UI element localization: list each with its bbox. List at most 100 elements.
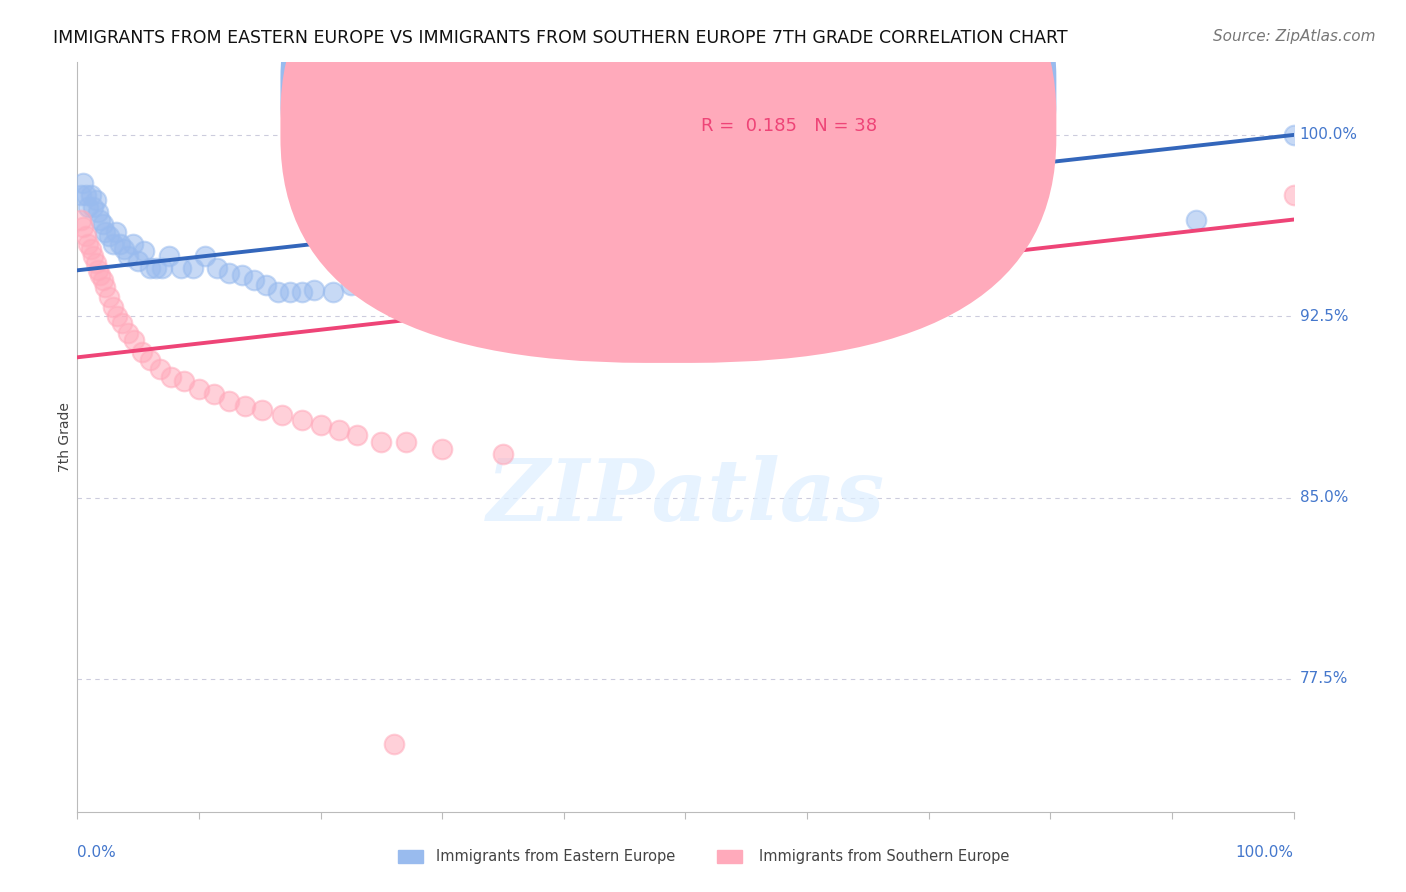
Point (112, 242, 135, 256)
Text: 100.0%: 100.0% (1236, 846, 1294, 861)
Point (233, 399, 256, 413)
Point (346, 427, 368, 442)
Point (70, 188, 93, 202)
Point (87, 263, 110, 277)
Point (97, 229, 120, 244)
Point (75, 229, 97, 244)
Text: 77.5%: 77.5% (1299, 672, 1348, 686)
Point (111, 317, 134, 331)
Point (77, 236, 100, 251)
Point (97, 290, 120, 304)
Point (75, 188, 97, 202)
Point (1185, 212, 1208, 227)
Point (918, 236, 941, 251)
Point (84, 256, 107, 270)
Point (370, 434, 392, 449)
Y-axis label: 7th Grade: 7th Grade (58, 402, 72, 472)
Point (576, 259, 599, 273)
Point (72, 176, 94, 190)
Point (89, 268, 111, 282)
Point (124, 334, 146, 348)
Point (529, 263, 551, 277)
Point (82, 201, 104, 215)
Text: 0.0%: 0.0% (77, 846, 117, 861)
FancyBboxPatch shape (280, 0, 1056, 363)
Point (127, 253, 149, 268)
Point (1282, 128, 1305, 142)
Point (377, 277, 399, 292)
Point (108, 236, 131, 251)
Point (70, 212, 93, 227)
Point (304, 283, 326, 297)
Point (188, 382, 211, 396)
Point (139, 352, 162, 367)
Point (250, 403, 273, 417)
Point (242, 273, 264, 287)
Point (173, 375, 195, 389)
Point (309, 417, 332, 432)
Point (107, 310, 129, 324)
Point (218, 393, 240, 408)
Point (430, 442, 453, 457)
Point (91, 273, 114, 287)
Point (278, 285, 301, 299)
Point (194, 249, 217, 263)
Text: Immigrants from Eastern Europe: Immigrants from Eastern Europe (436, 849, 675, 863)
Point (553, 263, 575, 277)
Text: Immigrants from Southern Europe: Immigrants from Southern Europe (759, 849, 1010, 863)
Point (231, 268, 253, 282)
Point (503, 268, 526, 282)
Point (479, 268, 502, 282)
Point (735, 253, 758, 268)
Point (340, 277, 363, 292)
Text: R =  0.185   N = 38: R = 0.185 N = 38 (702, 117, 877, 135)
Point (267, 285, 290, 299)
Point (77, 201, 100, 215)
Point (80, 242, 103, 256)
FancyBboxPatch shape (619, 59, 941, 160)
Point (675, 253, 697, 268)
Point (101, 236, 124, 251)
Point (328, 423, 350, 437)
Point (291, 285, 314, 299)
Text: Source: ZipAtlas.com: Source: ZipAtlas.com (1212, 29, 1375, 44)
Point (91, 218, 114, 232)
Point (322, 285, 344, 299)
Point (131, 345, 153, 359)
Point (382, 737, 405, 751)
Point (87, 205, 110, 219)
Point (117, 249, 139, 263)
Text: ZIPatlas: ZIPatlas (486, 455, 884, 539)
Point (145, 260, 167, 275)
Point (856, 244, 879, 258)
Point (157, 249, 180, 263)
Point (134, 244, 156, 258)
Point (401, 277, 423, 292)
Point (94, 225, 117, 239)
Point (270, 409, 292, 423)
Point (456, 273, 478, 287)
Text: 85.0%: 85.0% (1299, 490, 1348, 505)
Point (84, 193, 107, 207)
Point (359, 277, 381, 292)
Point (139, 260, 162, 275)
Point (796, 249, 818, 263)
Point (430, 277, 453, 292)
Point (395, 434, 418, 449)
Point (72, 219, 94, 234)
Text: 92.5%: 92.5% (1299, 309, 1348, 324)
Point (254, 277, 277, 292)
Point (160, 369, 183, 384)
Point (170, 260, 193, 275)
FancyBboxPatch shape (280, 0, 1056, 327)
Point (149, 362, 172, 376)
Point (181, 260, 204, 275)
Text: 100.0%: 100.0% (1299, 128, 1358, 143)
Point (492, 447, 515, 461)
Point (105, 225, 128, 239)
Point (101, 300, 124, 314)
Point (117, 326, 139, 340)
Point (291, 413, 314, 427)
Point (82, 249, 104, 263)
Point (122, 236, 145, 251)
